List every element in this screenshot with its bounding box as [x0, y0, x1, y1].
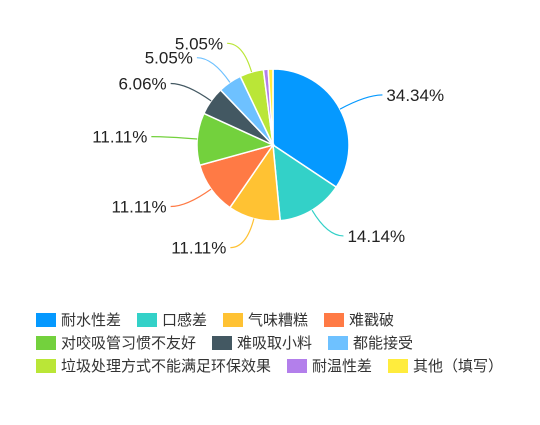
legend-label: 口感差 — [162, 311, 207, 329]
data-label-8: 5.05% — [175, 34, 223, 53]
label-leader-lines — [151, 42, 383, 249]
leader-line-1 — [339, 94, 383, 110]
legend-item-3[interactable]: 气味糟糕 — [223, 311, 308, 329]
legend-label: 耐水性差 — [61, 311, 121, 329]
legend-label: 难吸取小料 — [237, 334, 312, 352]
legend-swatch — [137, 313, 158, 327]
data-label-1: 34.34% — [386, 86, 444, 105]
legend-swatch — [36, 336, 56, 350]
legend-item-4[interactable]: 难戳破 — [324, 311, 394, 329]
legend-item-1[interactable]: 耐水性差 — [36, 311, 121, 329]
slice-2[interactable] — [272, 143, 338, 222]
legend-swatch — [388, 359, 409, 373]
data-labels: 34.34% 14.14% 11.11% 11.11% 11.11% 6.06% 5.05%… — [92, 34, 444, 257]
legend-label: 难戳破 — [349, 311, 394, 329]
legend-swatch — [212, 336, 233, 350]
leader-line-3 — [230, 218, 255, 249]
legend-label: 其他（填写） — [413, 357, 503, 375]
legend-swatch — [36, 359, 56, 373]
legend-item-2[interactable]: 口感差 — [137, 311, 207, 329]
data-label-4: 11.11% — [112, 197, 167, 216]
pie-slices — [196, 68, 350, 222]
data-label-3: 11.11% — [171, 239, 226, 258]
leader-line-2 — [311, 209, 344, 237]
data-label-6: 6.06% — [118, 75, 166, 94]
leader-line-8 — [227, 42, 253, 73]
legend-item-5[interactable]: 对咬吸管习惯不友好 — [36, 334, 196, 352]
legend-item-7[interactable]: 都能接受 — [328, 334, 413, 352]
data-label-5: 11.11% — [92, 128, 147, 147]
legend-label: 耐温性差 — [312, 357, 372, 375]
legend-swatch — [287, 359, 308, 373]
legend-item-6[interactable]: 难吸取小料 — [212, 334, 312, 352]
legend-swatch — [324, 313, 345, 327]
legend-label: 都能接受 — [353, 334, 413, 352]
leader-line-7 — [196, 57, 231, 83]
legend-swatch — [223, 313, 244, 327]
leader-line-4 — [170, 188, 212, 208]
data-label-2: 14.14% — [347, 227, 405, 246]
leader-line-5 — [151, 136, 198, 140]
legend-item-8[interactable]: 垃圾处理方式不能满足环保效果 — [36, 357, 271, 375]
legend-item-9[interactable]: 耐温性差 — [287, 357, 372, 375]
legend-label: 对咬吸管习惯不友好 — [61, 334, 196, 352]
legend-swatch — [328, 336, 349, 350]
legend-item-10[interactable]: 其他（填写） — [388, 357, 503, 375]
legend-label: 垃圾处理方式不能满足环保效果 — [61, 357, 271, 375]
slice-10[interactable] — [267, 68, 274, 146]
legend-label: 气味糟糕 — [248, 311, 308, 329]
legend-swatch — [36, 313, 56, 327]
data-label-7: 5.05% — [145, 49, 193, 68]
leader-line-6 — [170, 82, 212, 102]
